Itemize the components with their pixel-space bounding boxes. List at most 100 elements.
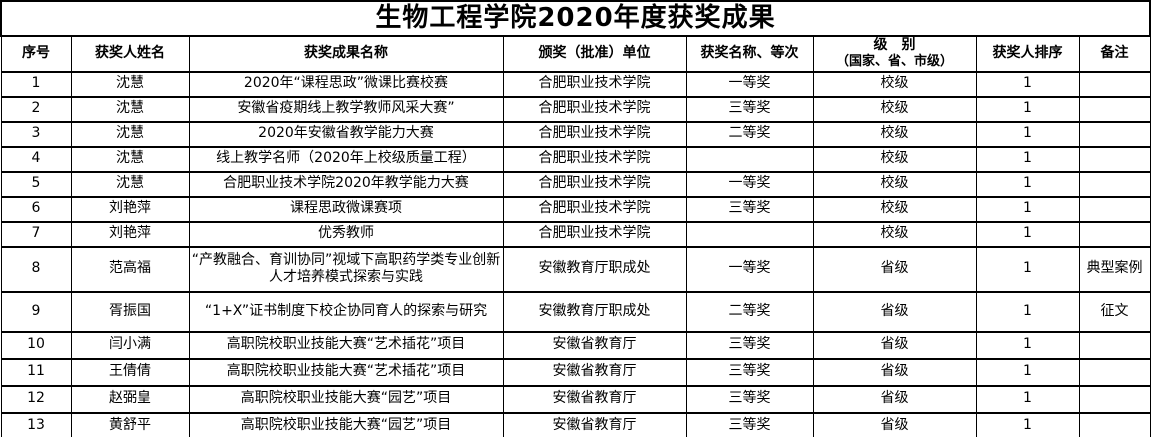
cell-note xyxy=(1078,384,1151,414)
cell-achievement: 高职院校职业技能大赛“园艺”项目 xyxy=(188,411,504,437)
cell-award: 二等奖 xyxy=(685,290,814,333)
cell-achievement: 线上教学名师（2020年上校级质量工程） xyxy=(188,145,504,173)
header-awarding-unit: 颁奖（批准）单位 xyxy=(502,34,687,73)
cell-award xyxy=(685,145,814,173)
cell-award: 三等奖 xyxy=(685,195,814,223)
cell-level: 省级 xyxy=(812,330,977,360)
cell-seq: 6 xyxy=(0,195,72,223)
header-note: 备注 xyxy=(1078,34,1151,73)
cell-award: 三等奖 xyxy=(685,411,814,437)
cell-note xyxy=(1078,170,1151,198)
cell-seq: 1 xyxy=(0,70,72,98)
cell-rank: 1 xyxy=(975,357,1080,387)
cell-achievement: 2020年“课程思政”微课比赛校赛 xyxy=(188,70,504,98)
cell-note xyxy=(1078,195,1151,223)
cell-seq: 7 xyxy=(0,220,72,248)
cell-name: 刘艳萍 xyxy=(70,195,190,223)
cell-note xyxy=(1078,220,1151,248)
cell-level: 省级 xyxy=(812,290,977,333)
cell-rank: 1 xyxy=(975,95,1080,123)
cell-name: 王倩倩 xyxy=(70,357,190,387)
cell-unit: 安徽省教育厅 xyxy=(502,411,687,437)
cell-level: 校级 xyxy=(812,145,977,173)
header-level-line2: （国家、省、市级） xyxy=(835,54,953,70)
cell-unit: 安徽省教育厅 xyxy=(502,330,687,360)
cell-note xyxy=(1078,145,1151,173)
cell-achievement: 高职院校职业技能大赛“艺术插花”项目 xyxy=(188,330,504,360)
table-row: 5 沈慧 合肥职业技术学院2020年教学能力大赛 合肥职业技术学院 一等奖 校级 1 xyxy=(0,170,1151,198)
cell-award: 二等奖 xyxy=(685,120,814,148)
header-seq: 序号 xyxy=(0,34,72,73)
cell-unit: 合肥职业技术学院 xyxy=(502,220,687,248)
cell-note xyxy=(1078,411,1151,437)
table-row: 6 刘艳萍 课程思政微课赛项 合肥职业技术学院 三等奖 校级 1 xyxy=(0,195,1151,223)
cell-unit: 合肥职业技术学院 xyxy=(502,95,687,123)
table-row: 13 黄舒平 高职院校职业技能大赛“园艺”项目 安徽省教育厅 三等奖 省级 1 xyxy=(0,411,1151,437)
cell-rank: 1 xyxy=(975,384,1080,414)
cell-note xyxy=(1078,357,1151,387)
header-winner-name: 获奖人姓名 xyxy=(70,34,190,73)
cell-seq: 8 xyxy=(0,245,72,293)
header-achievement: 获奖成果名称 xyxy=(188,34,504,73)
cell-note: 征文 xyxy=(1078,290,1151,333)
cell-seq: 10 xyxy=(0,330,72,360)
cell-rank: 1 xyxy=(975,330,1080,360)
cell-name: 刘艳萍 xyxy=(70,220,190,248)
table-row: 10 闫小满 高职院校职业技能大赛“艺术插花”项目 安徽省教育厅 三等奖 省级 1 xyxy=(0,330,1151,360)
header-level-line1: 级 别 xyxy=(873,37,916,54)
header-row: 序号 获奖人姓名 获奖成果名称 颁奖（批准）单位 获奖名称、等次 级 别 （国家… xyxy=(0,34,1151,73)
cell-award xyxy=(685,220,814,248)
page-title: 生物工程学院2020年度获奖成果 xyxy=(0,0,1151,37)
table-row: 2 沈慧 安徽省疫期线上教学教师风采大赛” 合肥职业技术学院 三等奖 校级 1 xyxy=(0,95,1151,123)
cell-name: 赵弼皇 xyxy=(70,384,190,414)
cell-seq: 2 xyxy=(0,95,72,123)
cell-level: 校级 xyxy=(812,220,977,248)
cell-unit: 安徽教育厅职成处 xyxy=(502,290,687,333)
cell-achievement: 优秀教师 xyxy=(188,220,504,248)
header-award-grade: 获奖名称、等次 xyxy=(685,34,814,73)
cell-seq: 4 xyxy=(0,145,72,173)
cell-unit: 合肥职业技术学院 xyxy=(502,195,687,223)
cell-name: 黄舒平 xyxy=(70,411,190,437)
cell-unit: 合肥职业技术学院 xyxy=(502,145,687,173)
table-body: 1 沈慧 2020年“课程思政”微课比赛校赛 合肥职业技术学院 一等奖 校级 1 2 沈慧 安徽省… xyxy=(0,70,1151,437)
cell-name: 沈慧 xyxy=(70,170,190,198)
table-row: 1 沈慧 2020年“课程思政”微课比赛校赛 合肥职业技术学院 一等奖 校级 1 xyxy=(0,70,1151,98)
cell-note: 典型案例 xyxy=(1078,245,1151,293)
table-row: 11 王倩倩 高职院校职业技能大赛“艺术插花”项目 安徽省教育厅 三等奖 省级 1 xyxy=(0,357,1151,387)
cell-achievement: 2020年安徽省教学能力大赛 xyxy=(188,120,504,148)
cell-seq: 3 xyxy=(0,120,72,148)
table-row: 3 沈慧 2020年安徽省教学能力大赛 合肥职业技术学院 二等奖 校级 1 xyxy=(0,120,1151,148)
cell-rank: 1 xyxy=(975,220,1080,248)
cell-unit: 安徽省教育厅 xyxy=(502,357,687,387)
cell-unit: 合肥职业技术学院 xyxy=(502,170,687,198)
cell-name: 沈慧 xyxy=(70,95,190,123)
cell-level: 省级 xyxy=(812,411,977,437)
cell-award: 三等奖 xyxy=(685,357,814,387)
cell-note xyxy=(1078,70,1151,98)
header-level: 级 别 （国家、省、市级） xyxy=(812,34,977,73)
table-row: 7 刘艳萍 优秀教师 合肥职业技术学院 校级 1 xyxy=(0,220,1151,248)
cell-name: 闫小满 xyxy=(70,330,190,360)
cell-note xyxy=(1078,120,1151,148)
cell-achievement: 高职院校职业技能大赛“艺术插花”项目 xyxy=(188,357,504,387)
cell-note xyxy=(1078,95,1151,123)
cell-rank: 1 xyxy=(975,70,1080,98)
cell-level: 省级 xyxy=(812,245,977,293)
cell-rank: 1 xyxy=(975,411,1080,437)
cell-note xyxy=(1078,330,1151,360)
table-row: 9 胥振国 “1+X”证书制度下校企协同育人的探索与研究 安徽教育厅职成处 二等奖 省级 1… xyxy=(0,290,1151,333)
cell-award: 一等奖 xyxy=(685,245,814,293)
table-row: 4 沈慧 线上教学名师（2020年上校级质量工程） 合肥职业技术学院 校级 1 xyxy=(0,145,1151,173)
cell-level: 校级 xyxy=(812,170,977,198)
cell-achievement: “产教融合、育训协同”视域下高职药学类专业创新人才培养模式探索与实践 xyxy=(188,245,504,293)
table-row: 8 范高福 “产教融合、育训协同”视域下高职药学类专业创新人才培养模式探索与实践 安徽… xyxy=(0,245,1151,293)
cell-name: 胥振国 xyxy=(70,290,190,333)
cell-rank: 1 xyxy=(975,145,1080,173)
cell-level: 省级 xyxy=(812,357,977,387)
cell-rank: 1 xyxy=(975,120,1080,148)
cell-award: 一等奖 xyxy=(685,170,814,198)
table-row: 12 赵弼皇 高职院校职业技能大赛“园艺”项目 安徽省教育厅 三等奖 省级 1 xyxy=(0,384,1151,414)
cell-achievement: 安徽省疫期线上教学教师风采大赛” xyxy=(188,95,504,123)
